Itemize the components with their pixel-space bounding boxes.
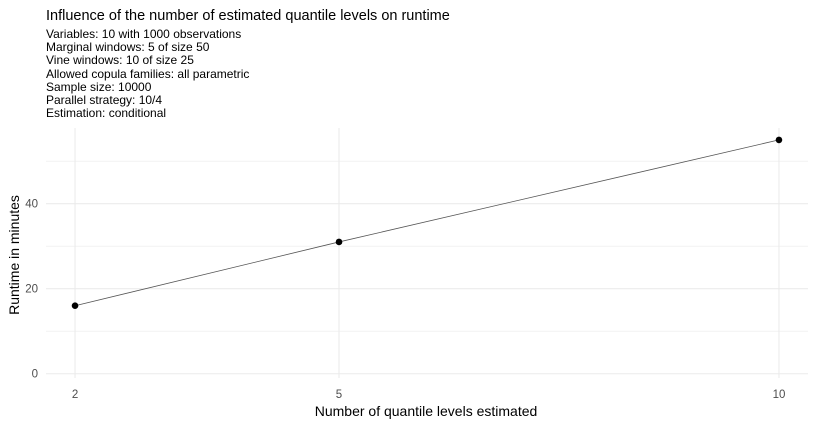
subtitle-line: Vine windows: 10 of size 25 <box>46 53 194 68</box>
y-tick-label: 20 <box>25 284 38 296</box>
series-line <box>74 139 780 307</box>
x-axis-title: Number of quantile levels estimated <box>315 403 538 419</box>
data-point <box>335 238 343 246</box>
x-tick-label: 2 <box>72 389 78 401</box>
subtitle-line: Estimation: conditional <box>46 106 167 121</box>
subtitle-line: Variables: 10 with 1000 observations <box>46 27 242 41</box>
subtitle-line: Sample size: 10000 <box>46 79 152 94</box>
data-point <box>775 136 783 144</box>
series-layer <box>71 136 783 310</box>
chart-subtitle: Variables: 10 with 1000 observations Mar… <box>46 27 250 121</box>
subtitle-line: Allowed copula families: all parametric <box>46 66 250 81</box>
subtitle-line: Parallel strategy: 10/4 <box>46 93 163 108</box>
grid-lines <box>46 128 808 378</box>
x-tick-label: 5 <box>336 389 342 401</box>
subtitle-line: Marginal windows: 5 of size 50 <box>46 40 210 55</box>
chart-title: Influence of the number of estimated qua… <box>46 8 450 24</box>
data-point <box>71 302 79 310</box>
y-tick-label: 0 <box>32 369 38 381</box>
x-tick-label: 10 <box>773 389 786 401</box>
y-tick-label: 40 <box>25 199 38 211</box>
y-axis-title: Runtime in minutes <box>6 195 22 315</box>
